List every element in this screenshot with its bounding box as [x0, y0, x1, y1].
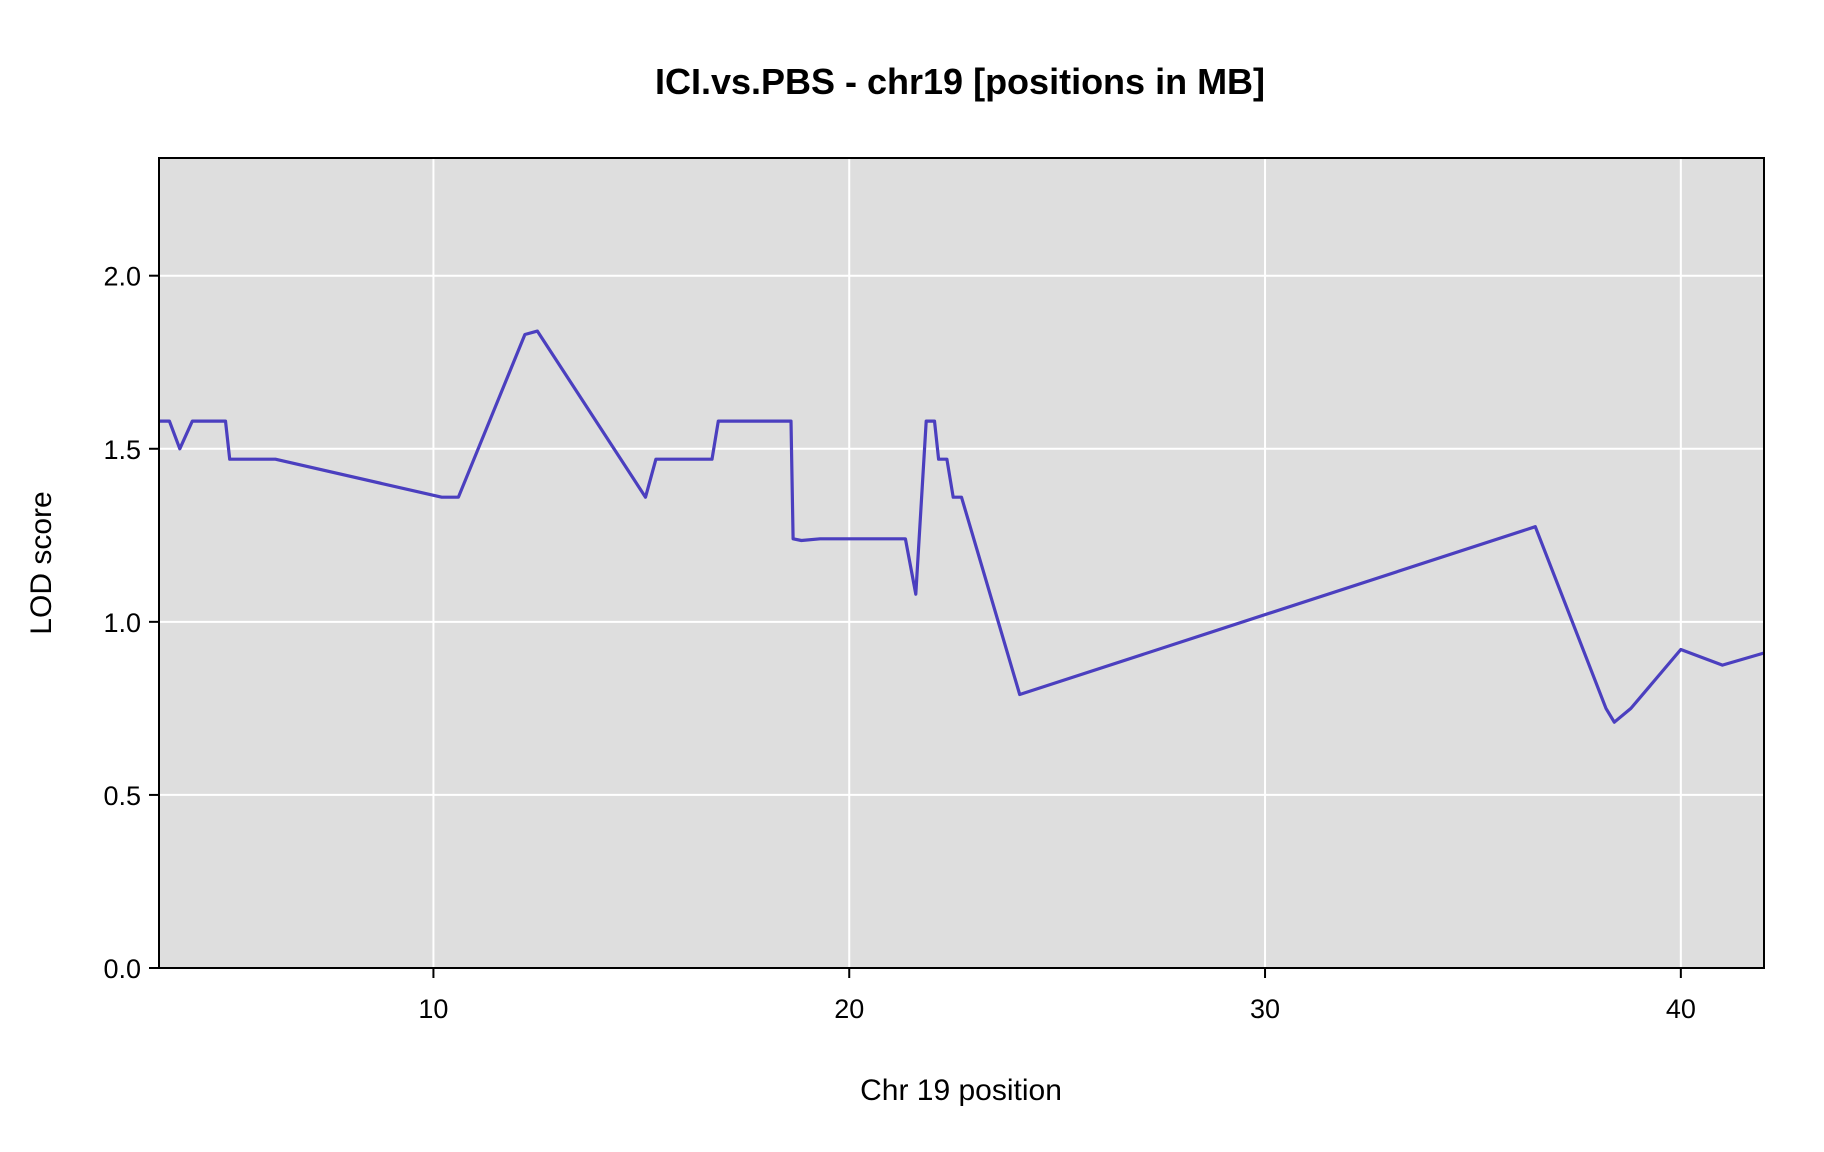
- x-tick-label: 30: [1250, 994, 1280, 1024]
- series-group: [159, 329, 1765, 724]
- chart-title: ICI.vs.PBS - chr19 [positions in MB]: [655, 61, 1265, 102]
- y-tick-label: 1.0: [103, 608, 141, 638]
- series-line: [159, 329, 1765, 724]
- y-tick-label: 0.0: [103, 954, 141, 984]
- y-tick-label: 1.5: [103, 435, 141, 465]
- y-tick-label: 2.0: [103, 262, 141, 292]
- plot-frame: [158, 157, 1765, 969]
- y-tick-label: 0.5: [103, 781, 141, 811]
- plot-panel: [159, 158, 1764, 968]
- x-axis-label: Chr 19 position: [860, 1074, 1062, 1107]
- x-tick-label: 20: [834, 994, 864, 1024]
- x-axis: 10 20 30 40: [418, 968, 1696, 1024]
- x-tick-label: 40: [1666, 994, 1696, 1024]
- y-axis: 0.0 0.5 1.0 1.5 2.0: [103, 262, 159, 984]
- x-tick-label: 10: [418, 994, 448, 1024]
- y-axis-label: LOD score: [25, 491, 58, 634]
